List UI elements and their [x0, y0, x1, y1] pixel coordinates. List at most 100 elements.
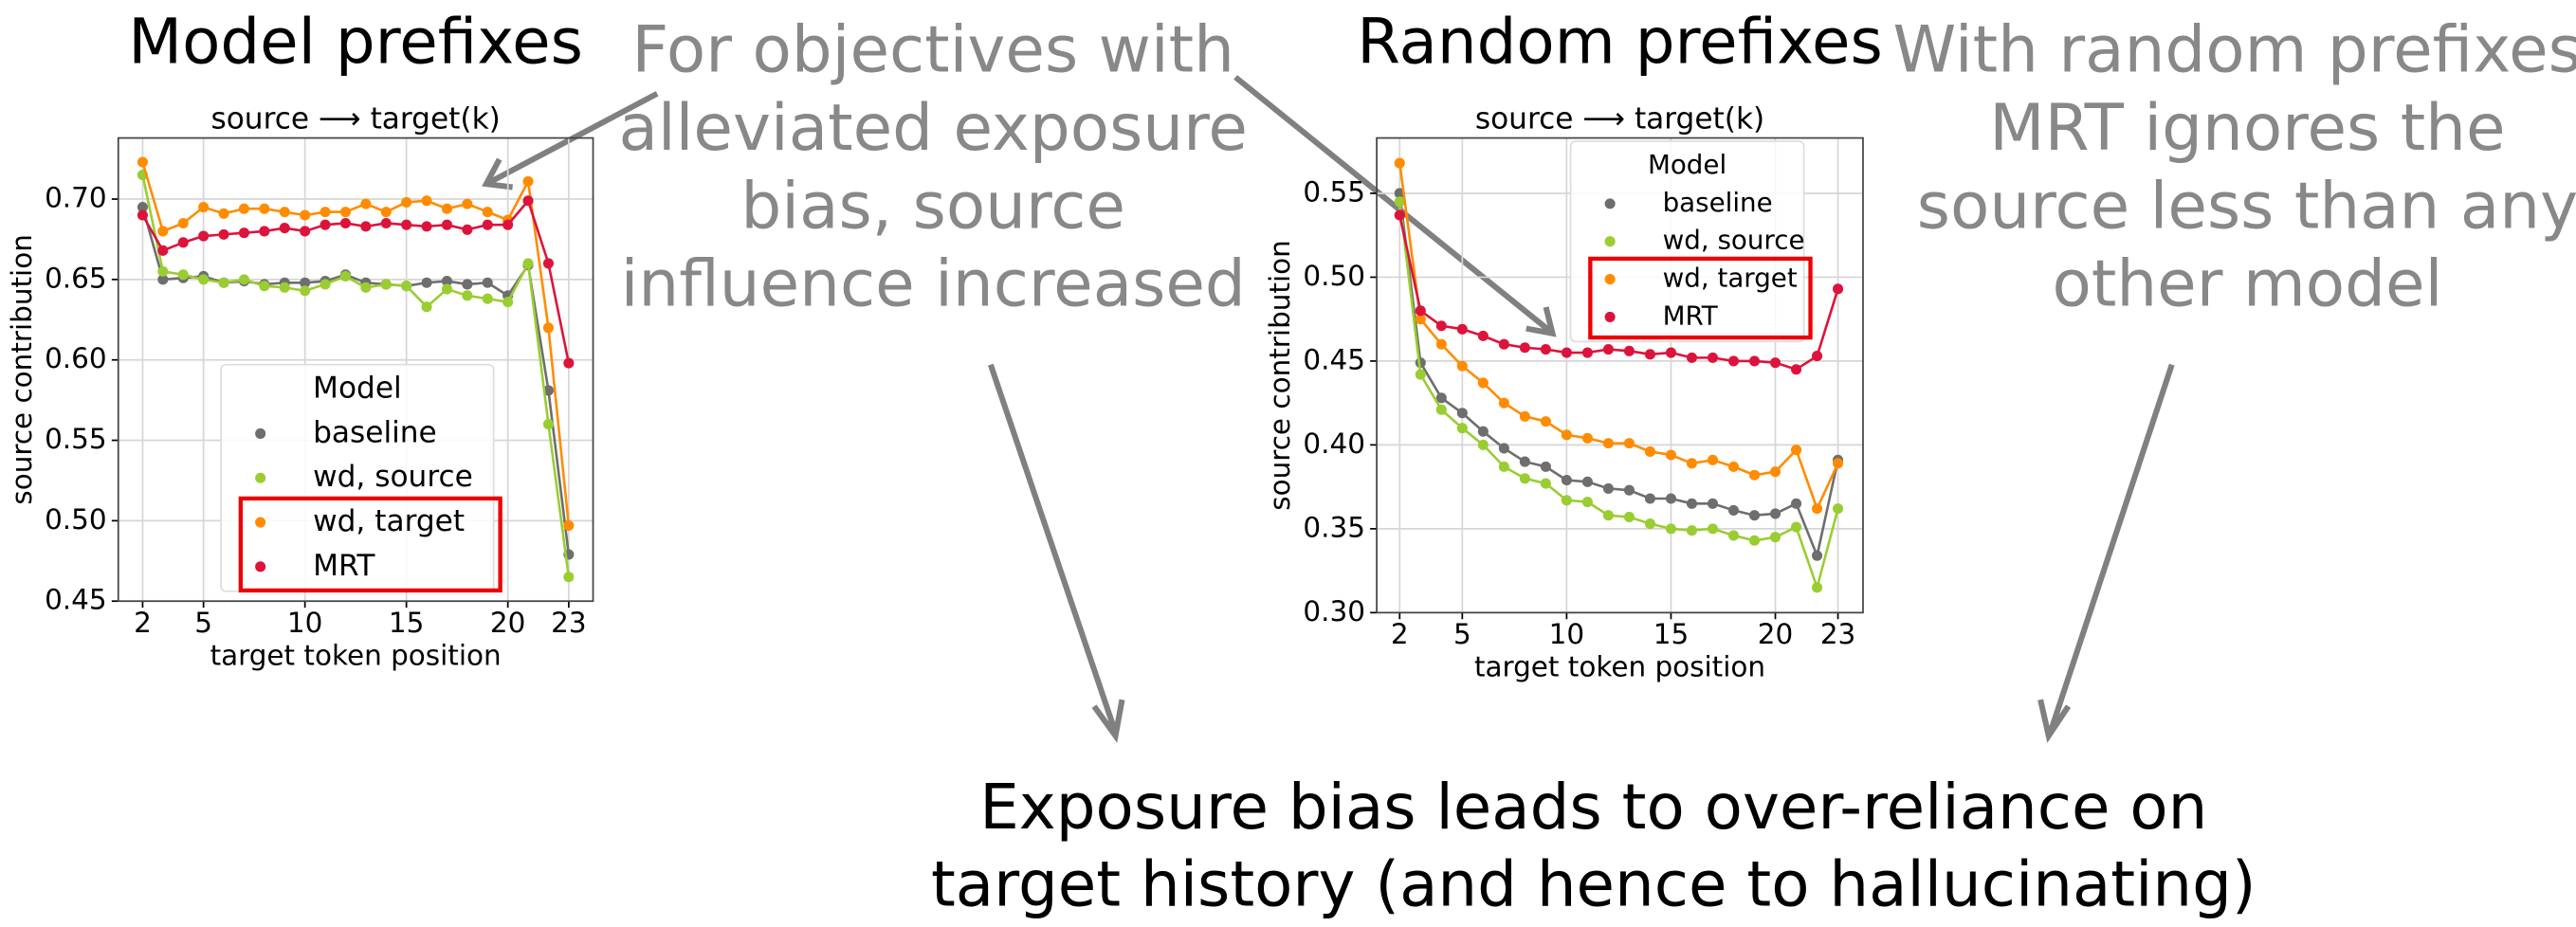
data-point	[1686, 458, 1698, 469]
arrow-head	[2037, 699, 2072, 743]
x-tick-label: 23	[551, 607, 586, 639]
data-point	[1833, 458, 1844, 469]
data-point	[401, 196, 412, 208]
legend-marker	[1604, 236, 1616, 247]
data-point	[1665, 449, 1676, 461]
arrow-head	[1091, 699, 1125, 743]
plot-frame	[1376, 136, 1864, 614]
data-point	[259, 203, 270, 214]
legend-title: Model	[1648, 149, 1726, 180]
x-tick-label: 10	[1549, 618, 1584, 650]
y-axis-label: source contribution	[6, 234, 38, 505]
data-point	[1707, 454, 1719, 465]
data-point	[1602, 438, 1614, 449]
data-point	[421, 277, 432, 288]
y-tick-label: 0.65	[45, 262, 107, 294]
data-point	[218, 277, 229, 288]
data-point	[421, 221, 432, 232]
data-point	[1561, 429, 1572, 441]
y-tick-label: 0.70	[45, 182, 107, 214]
data-point	[1623, 438, 1635, 449]
data-point	[1748, 355, 1761, 367]
legend-marker	[1604, 198, 1616, 209]
legend-highlight	[238, 496, 502, 593]
data-point	[1581, 476, 1593, 487]
data-point	[198, 274, 210, 285]
data-point	[300, 277, 311, 288]
data-point	[1602, 343, 1614, 355]
data-point	[300, 209, 311, 221]
annotation: For objectives with	[631, 12, 1234, 87]
data-point	[1769, 532, 1781, 543]
x-axis-label: target token position	[210, 640, 502, 672]
data-point	[1435, 338, 1447, 350]
data-point	[482, 293, 493, 304]
annotation: other model	[2053, 246, 2443, 321]
data-point	[462, 224, 473, 235]
y-tick-label: 0.50	[45, 503, 107, 536]
data-point	[1435, 320, 1447, 332]
y-tick-label: 0.35	[1303, 511, 1365, 543]
data-point	[542, 258, 554, 269]
data-point	[238, 203, 249, 214]
legend-marker	[255, 427, 266, 440]
series-line	[141, 207, 571, 555]
data-point	[502, 297, 514, 308]
data-point	[1519, 456, 1530, 467]
plot-frame	[117, 136, 594, 603]
x-tick-label: 20	[490, 607, 525, 639]
data-point	[320, 219, 331, 230]
data-point	[320, 279, 331, 290]
data-point	[1686, 525, 1698, 536]
data-point	[1790, 364, 1802, 375]
chart-title: Random prefixes	[1357, 6, 1883, 79]
data-point	[137, 156, 148, 168]
data-point	[259, 281, 270, 292]
data-point	[1519, 410, 1530, 422]
legend-label: wd, target	[1663, 263, 1798, 294]
data-point	[218, 208, 229, 219]
y-axis-label: source contribution	[1264, 240, 1296, 511]
data-point	[339, 207, 351, 218]
data-point	[1833, 283, 1844, 295]
data-point	[1644, 493, 1655, 504]
data-point	[1498, 397, 1509, 409]
data-point	[1561, 347, 1572, 358]
data-point	[177, 237, 189, 248]
legend-marker	[255, 517, 266, 528]
data-point	[360, 198, 372, 209]
legend-label: wd, source	[313, 460, 473, 494]
data-point	[441, 276, 452, 287]
data-point	[502, 219, 514, 230]
data-point	[1581, 497, 1593, 508]
x-tick-label: 5	[1453, 618, 1471, 650]
x-tick-label: 5	[194, 607, 212, 639]
series-line	[141, 161, 571, 526]
data-point	[1707, 498, 1719, 509]
data-point	[1811, 503, 1823, 515]
data-point	[198, 230, 210, 242]
data-point	[1769, 508, 1781, 519]
legend-marker	[255, 561, 266, 573]
y-tick-label: 0.45	[45, 584, 107, 616]
data-point	[1665, 347, 1676, 358]
data-point	[421, 301, 432, 313]
data-point	[1644, 349, 1655, 360]
data-point	[1415, 369, 1426, 380]
data-point	[320, 207, 331, 218]
data-point	[259, 226, 270, 237]
series-line	[141, 174, 571, 577]
arrow	[1233, 75, 1553, 335]
series-line	[1398, 192, 1839, 560]
data-point	[1394, 157, 1405, 169]
data-point	[1415, 314, 1426, 325]
legend-label: baseline	[313, 415, 437, 449]
chart-subtitle: source ⟶ target(k)	[210, 102, 500, 136]
data-point	[462, 290, 473, 301]
data-point	[339, 217, 351, 229]
data-point	[1477, 330, 1489, 341]
legend-title: Model	[313, 372, 402, 406]
data-point	[1623, 345, 1635, 356]
data-point	[1519, 473, 1530, 484]
data-point	[1790, 498, 1802, 509]
